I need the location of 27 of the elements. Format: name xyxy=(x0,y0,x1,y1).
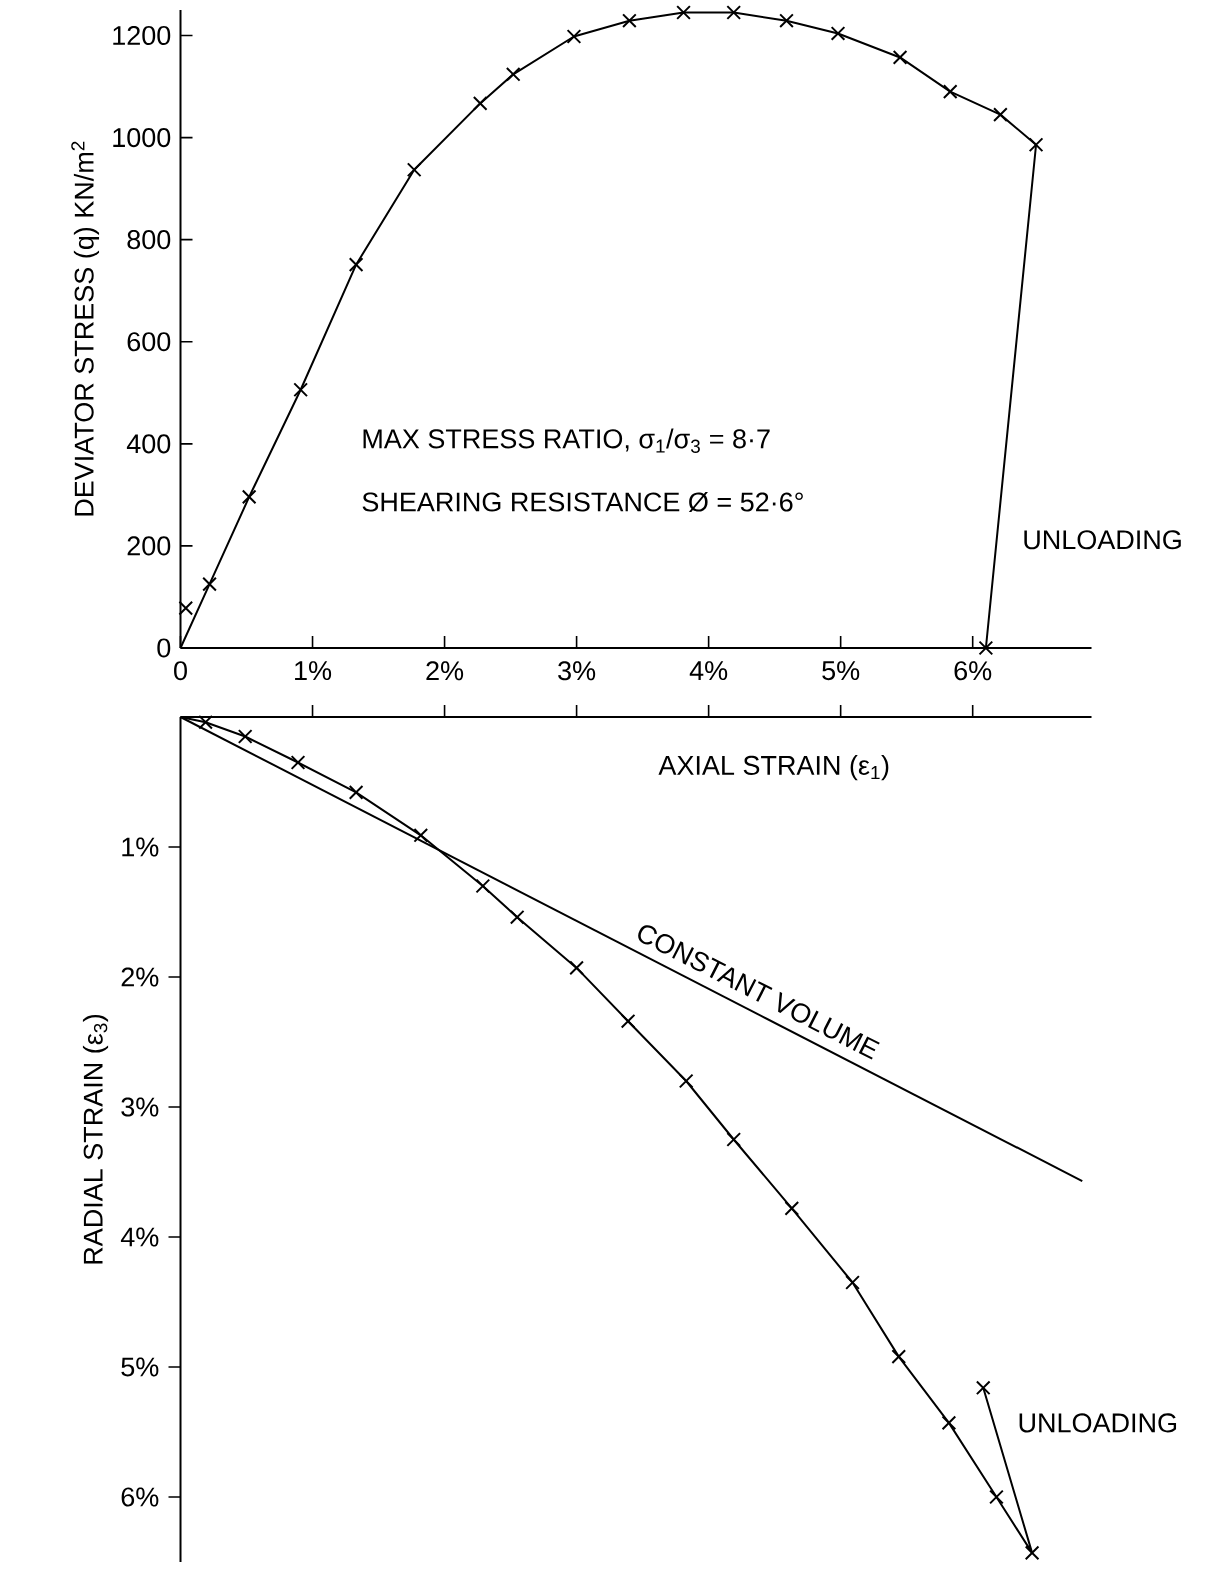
y-tick-label: 600 xyxy=(127,332,171,352)
x-tick-label: 0 xyxy=(174,661,188,681)
y-axis-title: RADIAL STRAIN (ε$_{3}$) xyxy=(83,1014,109,1264)
annotation: UNLOADING xyxy=(1019,1413,1177,1433)
annotation: UNLOADING xyxy=(1024,530,1182,550)
y-tick-label: 4% xyxy=(121,1227,159,1247)
y-tick-label: 200 xyxy=(127,536,171,556)
y-tick-label: 6% xyxy=(121,1487,159,1507)
y-tick-label: 1200 xyxy=(113,25,171,46)
y-tick-label: 2% xyxy=(121,967,159,987)
annotation: SHEARING RESISTANCE Ø = 52·6° xyxy=(362,491,804,513)
y-tick-label: 800 xyxy=(127,230,171,250)
x-tick-label: 3% xyxy=(558,661,596,681)
x-axis-title: AXIAL STRAIN (ε$_{1}$) xyxy=(658,755,889,781)
x-tick-label: 4% xyxy=(689,661,728,681)
y-tick-label: 3% xyxy=(121,1097,159,1117)
y-tick-label: 400 xyxy=(127,434,171,454)
y-tick-label: 5% xyxy=(121,1357,159,1377)
x-tick-label: 5% xyxy=(822,661,860,681)
x-tick-label: 2% xyxy=(426,661,464,681)
x-tick-label: 6% xyxy=(954,661,992,681)
y-axis-title: DEVIATOR STRESS (q) KN/m$^{2}$ xyxy=(71,141,100,516)
x-tick-label: 1% xyxy=(295,661,332,681)
annotation: MAX STRESS RATIO, σ$_{1}$/σ$_{3}$ = 8·7 xyxy=(363,428,770,453)
y-tick-label: 1% xyxy=(122,837,159,857)
y-tick-label: 1000 xyxy=(113,128,171,148)
y-tick-label: 0 xyxy=(157,638,171,658)
